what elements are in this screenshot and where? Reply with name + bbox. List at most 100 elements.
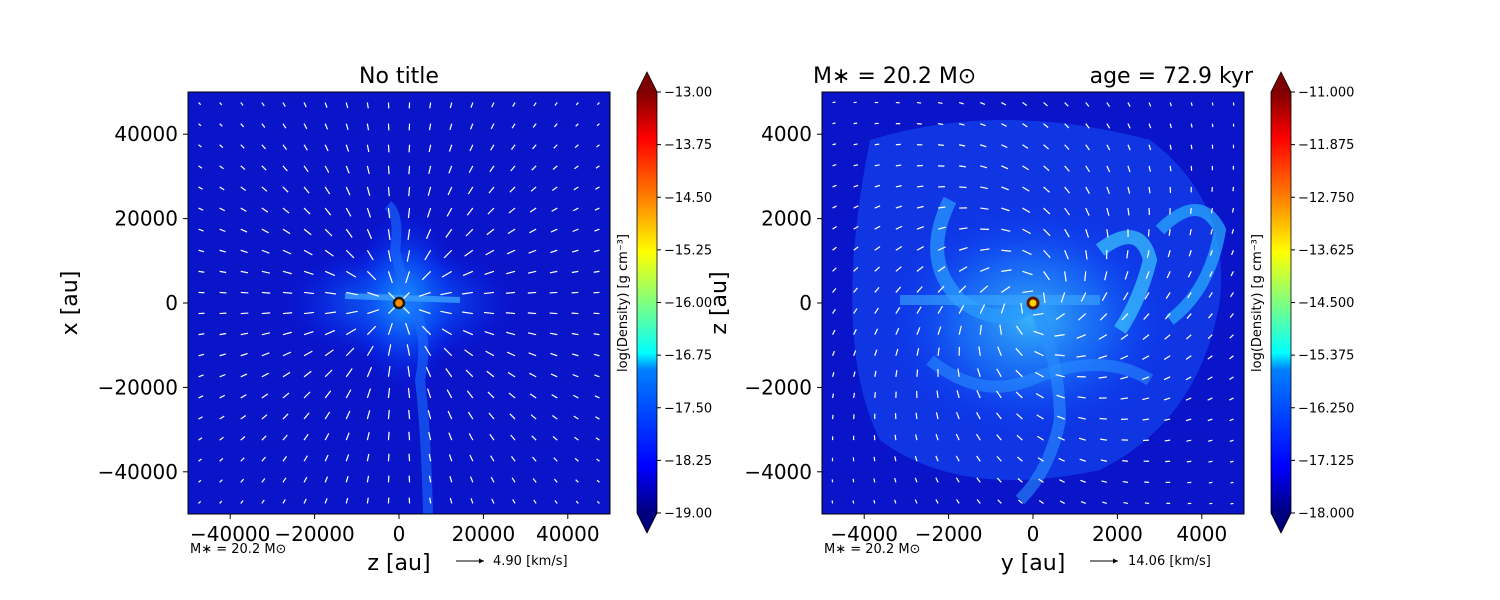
velocity-arrow xyxy=(345,123,349,131)
velocity-arrow xyxy=(1190,207,1192,214)
velocity-arrow xyxy=(1230,481,1234,484)
velocity-arrow xyxy=(1127,123,1131,129)
velocity-arrow xyxy=(550,228,558,233)
velocity-arrow xyxy=(1142,397,1150,401)
velocity-arrow xyxy=(261,123,266,128)
velocity-arrow xyxy=(427,186,432,196)
velocity-arrow xyxy=(465,228,474,237)
velocity-arrow xyxy=(1122,480,1129,483)
velocity-arrow xyxy=(1229,418,1234,422)
velocity-arrow xyxy=(366,249,374,261)
velocity-arrow xyxy=(980,248,990,251)
velocity-arrow xyxy=(832,164,837,167)
velocity-arrow xyxy=(261,312,271,315)
velocity-arrow xyxy=(1120,355,1129,360)
velocity-arrow xyxy=(1190,144,1193,150)
velocity-arrow xyxy=(261,352,270,357)
colorbar-tick-label-left: −15.25 xyxy=(664,243,712,258)
x-tick-label-right: 4000 xyxy=(1176,522,1227,546)
velocity-arrow xyxy=(1017,456,1023,462)
velocity-arrow xyxy=(1076,355,1086,358)
velocity-arrow xyxy=(507,228,516,235)
velocity-arrow xyxy=(198,333,205,336)
velocity-arrow xyxy=(487,391,495,399)
velocity-arrow xyxy=(483,311,495,315)
velocity-arrow xyxy=(980,207,989,210)
panel-right: M∗ = 20.2 M⊙ age = 72.9 kyr −4000 −2000 0 2… xyxy=(707,64,1354,576)
velocity-arrow xyxy=(853,266,859,272)
velocity-arrow xyxy=(1085,123,1090,129)
velocity-arrow xyxy=(1146,250,1150,258)
velocity-arrow xyxy=(531,435,537,441)
velocity-arrow xyxy=(1121,313,1129,321)
velocity-arrow xyxy=(1148,123,1152,129)
velocity-arrow xyxy=(408,186,411,197)
velocity-arrow xyxy=(366,123,370,131)
velocity-arrow xyxy=(1229,439,1234,442)
velocity-arrow xyxy=(874,143,880,146)
velocity-arrow xyxy=(853,164,859,167)
velocity-arrow xyxy=(980,165,988,169)
velocity-arrow xyxy=(956,390,960,399)
velocity-arrow xyxy=(1147,229,1150,237)
velocity-arrow xyxy=(424,345,432,357)
velocity-arrow xyxy=(407,387,411,399)
velocity-arrow xyxy=(1059,500,1065,504)
colorbar-left: −13.00 −13.75 −14.50 −15.25 −16.00 −16.75 −17.… xyxy=(616,71,712,534)
velocity-arrow xyxy=(367,291,380,297)
velocity-arrow xyxy=(303,123,308,130)
velocity-arrow xyxy=(894,434,897,441)
velocity-arrow xyxy=(1163,355,1171,360)
velocity-arrow xyxy=(303,291,315,295)
velocity-arrow xyxy=(1080,292,1087,302)
velocity-arrow xyxy=(574,144,579,149)
velocity-key-arrowhead-right xyxy=(1113,558,1118,564)
x-ticks-left: −40000 −20000 0 20000 40000 xyxy=(190,514,600,546)
velocity-arrow xyxy=(387,409,390,420)
colorbar-tick-label-left: −19.00 xyxy=(664,507,712,522)
velocity-arrow xyxy=(429,102,432,109)
velocity-arrow xyxy=(512,102,516,107)
velocity-arrow xyxy=(466,390,474,399)
velocity-arrow xyxy=(1100,438,1107,441)
velocity-arrow xyxy=(594,228,600,232)
velocity-arrow xyxy=(853,350,857,356)
velocity-arrow xyxy=(894,477,897,483)
velocity-arrow xyxy=(1208,313,1213,319)
velocity-arrow xyxy=(489,165,495,173)
velocity-arrow xyxy=(1185,355,1192,360)
velocity-arrow xyxy=(282,207,290,214)
y-tick-label-right: −2000 xyxy=(744,375,812,399)
velocity-arrow xyxy=(553,144,558,149)
velocity-arrow xyxy=(1018,499,1023,504)
velocity-arrow xyxy=(916,101,922,104)
velocity-arrow xyxy=(219,373,226,378)
velocity-arrow xyxy=(303,455,308,462)
velocity-arrow xyxy=(1209,271,1213,277)
velocity-arrow xyxy=(490,144,495,151)
velocity-arrow xyxy=(937,285,945,293)
velocity-arrow xyxy=(916,348,920,356)
velocity-arrow xyxy=(1127,186,1131,194)
velocity-arrow xyxy=(366,388,372,399)
y-tick-label-left: −20000 xyxy=(98,375,178,399)
velocity-arrow xyxy=(219,102,223,106)
velocity-arrow xyxy=(1001,165,1009,170)
velocity-arrow xyxy=(219,165,224,170)
velocity-arrow xyxy=(1230,292,1234,298)
velocity-arrow xyxy=(303,249,313,256)
velocity-arrow xyxy=(1230,271,1234,277)
velocity-arrow xyxy=(980,144,987,148)
velocity-arrow xyxy=(1001,186,1009,191)
velocity-arrow xyxy=(1207,376,1213,381)
velocity-arrow xyxy=(593,333,600,336)
velocity-arrow xyxy=(530,414,537,420)
velocity-arrow xyxy=(551,186,558,192)
velocity-arrow xyxy=(303,228,312,236)
velocity-arrow xyxy=(240,352,248,357)
velocity-arrow xyxy=(1232,186,1235,192)
velocity-arrow xyxy=(916,327,921,335)
colorbar-left-extend-top xyxy=(637,72,657,92)
velocity-arrow xyxy=(366,102,369,109)
velocity-arrow xyxy=(1190,123,1193,128)
